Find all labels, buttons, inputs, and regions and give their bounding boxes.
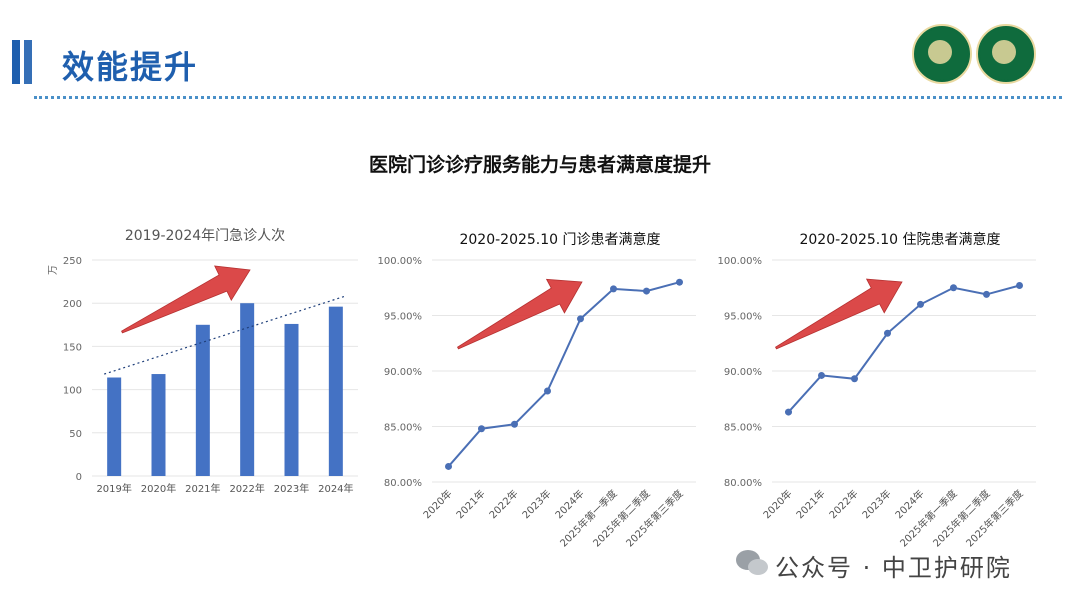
x-tick-label: 2023年 <box>274 482 309 495</box>
x-tick-label: 2023年 <box>519 487 553 521</box>
bar <box>328 306 343 476</box>
data-point <box>851 375 858 383</box>
data-point <box>643 287 650 295</box>
x-tick-label: 2024年 <box>318 482 353 495</box>
y-tick-label: 80.00% <box>384 478 422 489</box>
y-tick-label: 250 <box>63 256 82 267</box>
x-tick-label: 2020年 <box>760 487 794 521</box>
data-point <box>610 285 617 293</box>
bar <box>107 377 122 476</box>
x-tick-label: 2023年 <box>859 487 893 521</box>
header-accent-bar <box>12 40 20 84</box>
x-tick-label: 2021年 <box>453 487 487 521</box>
y-tick-label: 90.00% <box>384 367 422 378</box>
data-point <box>917 300 924 308</box>
y-tick-label: 50 <box>69 429 82 440</box>
data-point <box>478 425 485 433</box>
data-point <box>445 462 452 470</box>
x-tick-label: 2020年 <box>420 487 454 521</box>
x-tick-label: 2022年 <box>826 487 860 521</box>
data-point <box>950 284 957 292</box>
data-point <box>884 329 891 337</box>
bar <box>151 374 166 476</box>
watermark-text: 公众号 · 中卫护研院 <box>775 554 1012 582</box>
header-accent-bar-secondary <box>24 40 32 84</box>
inpatient-satisfaction-line-chart: 2020-2025.10 住院患者满意度 80.00% 85.00% 90.00% 95… <box>718 231 1036 550</box>
data-point <box>818 371 825 379</box>
data-point <box>544 387 551 395</box>
trend-arrow <box>775 278 903 350</box>
data-point <box>983 290 990 298</box>
y-tick-label: 200 <box>63 299 82 310</box>
data-point <box>676 278 683 286</box>
y-tick-label: 100.00% <box>378 256 423 267</box>
bar <box>195 324 210 476</box>
y-tick-label: 100.00% <box>718 256 763 267</box>
page-title: 效能提升 <box>62 48 199 86</box>
trend-arrow <box>121 265 251 334</box>
x-tick-label: 2021年 <box>185 482 220 495</box>
x-tick-label: 2021年 <box>793 487 827 521</box>
x-tick-label: 2025年第一季度 <box>897 487 960 550</box>
chart-title: 2020-2025.10 门诊患者满意度 <box>459 231 660 248</box>
x-tick-label: 2022年 <box>486 487 520 521</box>
data-point <box>577 315 584 323</box>
x-tick-label: 2024年 <box>552 487 586 521</box>
x-tick-label: 2020年 <box>141 482 176 495</box>
outpatient-satisfaction-line-chart: 2020-2025.10 门诊患者满意度 80.00% 85.00% 90.00% 95… <box>378 231 696 550</box>
y-tick-label: 100 <box>63 386 82 397</box>
series-line <box>447 281 680 468</box>
x-tick-label: 2025年第三季度 <box>963 487 1026 550</box>
y-tick-label: 90.00% <box>724 367 762 378</box>
wechat-icon <box>736 550 768 575</box>
series-line <box>787 284 1020 413</box>
hospital-logo-icon <box>912 24 972 84</box>
trendline <box>103 295 347 375</box>
data-point <box>785 408 792 416</box>
y-tick-label: 95.00% <box>724 312 762 323</box>
bar <box>240 303 255 476</box>
x-tick-label: 2025年第三季度 <box>623 487 686 550</box>
bar <box>284 323 299 476</box>
x-tick-label: 2025年第二季度 <box>930 487 993 550</box>
data-point <box>1016 282 1023 290</box>
institute-logo-icon <box>976 24 1036 84</box>
y-tick-label: 80.00% <box>724 478 762 489</box>
x-tick-label: 2019年 <box>96 482 131 495</box>
y-tick-label: 95.00% <box>384 312 422 323</box>
chart-title: 2019-2024年门急诊人次 <box>125 228 285 244</box>
x-tick-label: 2025年第一季度 <box>557 487 620 550</box>
header-divider <box>34 96 1062 99</box>
y-tick-label: 150 <box>63 342 82 353</box>
x-tick-label: 2025年第二季度 <box>590 487 653 550</box>
y-tick-label: 85.00% <box>724 423 762 434</box>
main-title: 医院门诊诊疗服务能力与患者满意度提升 <box>368 154 711 176</box>
y-tick-label: 85.00% <box>384 423 422 434</box>
y-axis-label: 万 <box>48 265 59 275</box>
x-tick-label: 2022年 <box>229 482 264 495</box>
chart-title: 2020-2025.10 住院患者满意度 <box>799 231 1000 248</box>
y-tick-label: 0 <box>76 472 82 483</box>
data-point <box>511 420 518 428</box>
trend-arrow <box>457 278 583 350</box>
x-tick-label: 2024年 <box>892 487 926 521</box>
